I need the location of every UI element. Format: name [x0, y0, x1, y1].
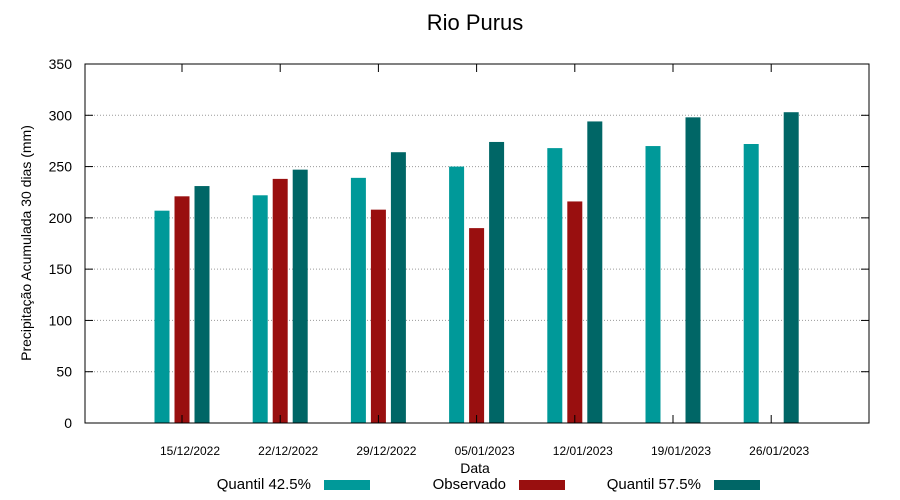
- x-tick-label: 15/12/2022: [160, 444, 220, 458]
- bar-quantil-57-5--0: [194, 186, 210, 423]
- bar-quantil-57-5--1: [292, 169, 308, 423]
- y-axis-label: Precipitação Acumulada 30 dias (mm): [18, 125, 34, 361]
- y-tick-label: 200: [49, 210, 73, 226]
- legend: Quantil 42.5% Observado Quantil 57.5%: [217, 476, 760, 493]
- bar-quantil-42-5--3: [449, 166, 465, 424]
- bar-quantil-57-5--4: [587, 121, 603, 423]
- legend-swatch: [519, 480, 565, 490]
- legend-label: Quantil 57.5%: [607, 476, 701, 493]
- bar-quantil-42-5--1: [252, 195, 268, 423]
- x-tick-label: 05/01/2023: [455, 444, 515, 458]
- bar-observado-2: [370, 209, 386, 423]
- chart-title: Rio Purus: [427, 10, 524, 35]
- legend-label: Observado: [433, 476, 506, 493]
- legend-label: Quantil 42.5%: [217, 476, 311, 493]
- bar-quantil-57-5--2: [390, 152, 406, 423]
- legend-swatch: [714, 480, 760, 490]
- bars: [154, 112, 799, 424]
- bar-quantil-57-5--3: [489, 141, 505, 423]
- y-tick-label: 300: [49, 107, 73, 123]
- bar-quantil-42-5--4: [547, 148, 563, 423]
- y-tick-label: 350: [49, 56, 73, 72]
- bar-quantil-42-5--6: [743, 144, 759, 423]
- bar-quantil-42-5--2: [350, 177, 366, 423]
- bar-quantil-57-5--6: [783, 112, 799, 424]
- x-tick-label: 26/01/2023: [749, 444, 809, 458]
- legend-swatch: [324, 480, 370, 490]
- y-tick-label: 100: [49, 312, 73, 328]
- y-tick-label: 150: [49, 261, 73, 277]
- y-tick-label: 250: [49, 159, 73, 175]
- y-tick-label: 0: [64, 415, 72, 431]
- x-axis-label: Data: [460, 460, 490, 476]
- bar-observado-1: [272, 178, 288, 423]
- x-tick-label: 12/01/2023: [553, 444, 613, 458]
- x-tick-label: 22/12/2022: [258, 444, 318, 458]
- x-tick-label: 29/12/2022: [356, 444, 416, 458]
- bar-quantil-57-5--5: [685, 117, 701, 423]
- bar-quantil-42-5--5: [645, 146, 661, 424]
- x-axis-ticks: 15/12/2022 22/12/2022 29/12/2022 05/01/2023…: [160, 64, 810, 458]
- y-axis-ticks: 0 50 100 150 200 250 300 350: [49, 56, 869, 431]
- bar-observado-0: [174, 196, 190, 423]
- x-tick-label: 19/01/2023: [651, 444, 711, 458]
- bar-observado-3: [469, 228, 485, 423]
- y-tick-label: 50: [56, 364, 72, 380]
- bar-observado-4: [567, 201, 583, 423]
- bar-quantil-42-5--0: [154, 210, 170, 423]
